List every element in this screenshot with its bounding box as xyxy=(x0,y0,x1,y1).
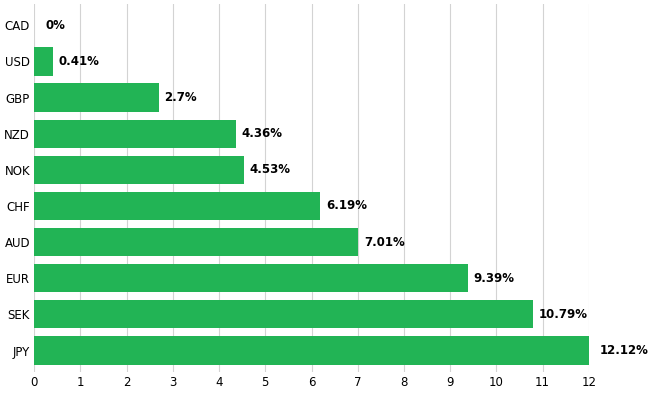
Text: 6.19%: 6.19% xyxy=(326,200,367,213)
Bar xyxy=(34,48,53,75)
Text: 2.7%: 2.7% xyxy=(164,91,197,104)
Text: 10.79%: 10.79% xyxy=(539,308,587,321)
Text: 4.36%: 4.36% xyxy=(241,127,282,140)
Bar xyxy=(34,228,358,256)
Bar xyxy=(34,119,236,148)
Bar xyxy=(34,336,595,365)
Text: 12.12%: 12.12% xyxy=(600,344,649,357)
Text: 4.53%: 4.53% xyxy=(249,163,290,176)
Text: 7.01%: 7.01% xyxy=(364,236,404,249)
Bar xyxy=(34,83,159,112)
Bar xyxy=(34,264,468,292)
Bar xyxy=(34,192,320,220)
Text: 0%: 0% xyxy=(46,19,66,32)
Bar xyxy=(34,156,244,184)
Bar xyxy=(34,300,533,329)
Text: 9.39%: 9.39% xyxy=(474,272,515,285)
Text: 0.41%: 0.41% xyxy=(59,55,100,68)
